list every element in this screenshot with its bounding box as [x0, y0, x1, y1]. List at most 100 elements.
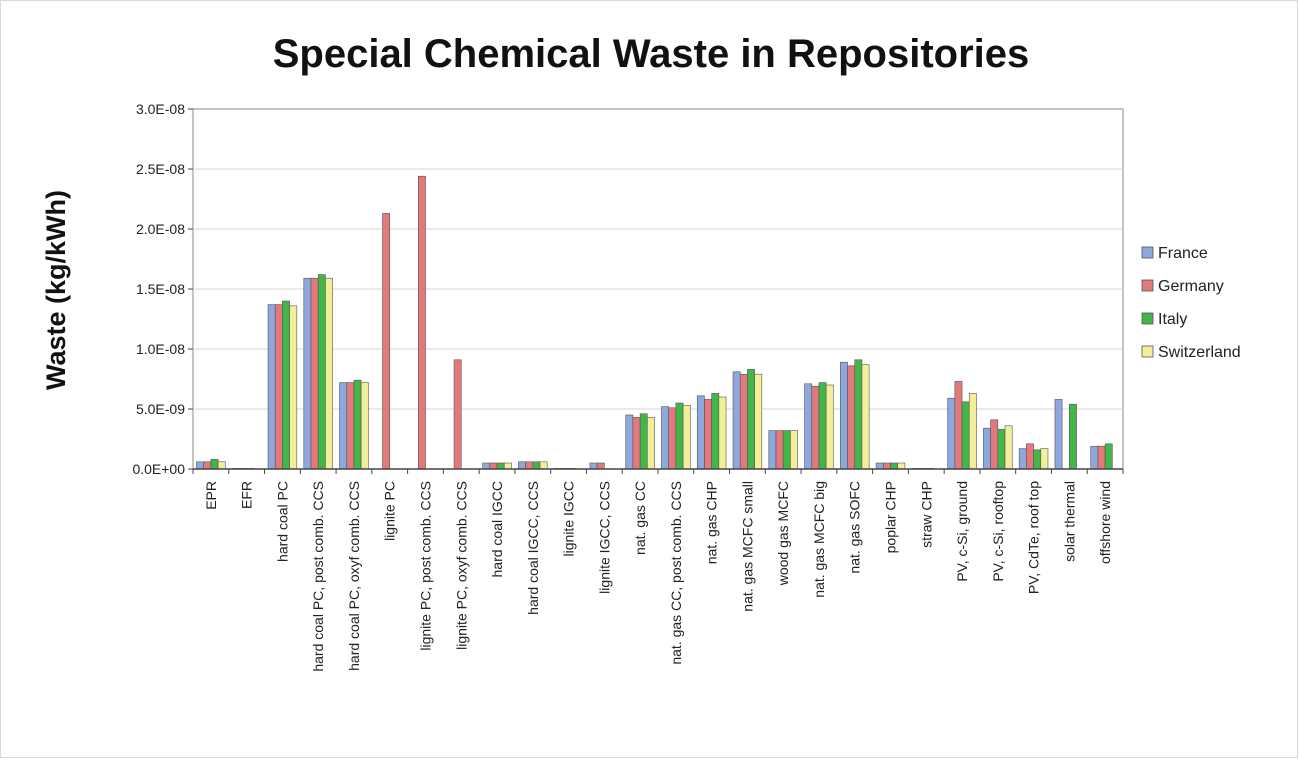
bar-germany [596, 462, 605, 470]
bar-germany [525, 461, 534, 470]
x-tick-label: hard coal PC, post comb. CCS [310, 481, 326, 672]
y-tick-label: 2.0E-08 [136, 221, 185, 237]
bar-germany [1097, 445, 1106, 470]
y-axis-label: Waste (kg/kWh) [41, 190, 71, 390]
bar-italy [639, 413, 648, 470]
bar-italy [711, 393, 720, 470]
legend-label-germany: Germany [1158, 278, 1224, 295]
bar-germany [274, 304, 283, 470]
bar-switzerland [897, 462, 906, 470]
bar-germany [346, 382, 355, 470]
legend-swatch-france [1141, 246, 1154, 259]
bar-switzerland [1040, 448, 1049, 470]
bar-italy [818, 382, 827, 470]
bar-germany [417, 175, 426, 470]
bar-switzerland [825, 384, 834, 470]
bar-germany [811, 385, 820, 470]
x-tick-label: hard coal PC [274, 481, 290, 562]
chart-title: Special Chemical Waste in Repositories [273, 32, 1030, 76]
x-tick-label: nat. gas CHP [704, 481, 720, 564]
x-tick-label: straw CHP [918, 481, 934, 548]
bar-germany [1026, 443, 1034, 470]
bar-germany [882, 462, 891, 470]
x-tick-label: wood gas MCFC [775, 481, 791, 586]
bar-germany [453, 359, 462, 470]
bar-switzerland [360, 382, 369, 470]
bar-france [696, 395, 705, 470]
bar-france [983, 427, 991, 470]
bar-switzerland [718, 396, 727, 470]
bar-germany [704, 399, 712, 470]
x-tick-label: EFR [239, 481, 255, 509]
bar-germany [990, 419, 999, 470]
x-tick-label: nat. gas SOFC [847, 481, 863, 574]
y-tick-label: 1.0E-08 [136, 341, 185, 357]
bar-italy [890, 462, 898, 470]
bar-france [339, 382, 348, 470]
legend-label-switzerland: Switzerland [1158, 344, 1241, 361]
bar-italy [1104, 443, 1113, 470]
bar-italy [282, 300, 290, 470]
bar-switzerland [503, 462, 512, 470]
bar-switzerland [968, 393, 977, 470]
x-tick-label: nat. gas MCFC small [739, 481, 755, 612]
x-tick-label: nat. gas CC, post comb. CCS [668, 481, 684, 665]
bar-france [589, 462, 598, 470]
legend-swatch-germany [1141, 279, 1154, 292]
y-tick-label: 3.0E-08 [136, 101, 185, 117]
bar-italy [210, 459, 219, 470]
bar-switzerland [861, 364, 870, 470]
bar-france [303, 277, 312, 470]
bar-italy [961, 401, 970, 470]
bar-italy [496, 462, 505, 470]
bar-germany [668, 407, 677, 470]
bar-france [267, 304, 276, 470]
x-tick-label: lignite PC, post comb. CCS [418, 481, 434, 651]
bar-germany [382, 213, 391, 470]
bar-italy [675, 402, 684, 470]
x-tick-label: hard coal PC, oxyf comb. CCS [346, 481, 362, 671]
legend-swatch-italy [1141, 312, 1154, 325]
bar-france [947, 397, 956, 470]
bar-france [1090, 445, 1099, 470]
bar-france [840, 361, 848, 470]
legend-label-italy: Italy [1158, 311, 1187, 328]
x-tick-label: lignite IGCC, CCS [596, 481, 612, 594]
legend-swatch-switzerland [1141, 345, 1154, 358]
bar-italy [353, 379, 362, 470]
bar-italy [1069, 403, 1077, 470]
bar-france [768, 430, 777, 470]
x-tick-label: hard coal IGCC, CCS [525, 481, 541, 615]
x-tick-label: poplar CHP [883, 481, 899, 553]
y-axis-ticks: 0.0E+00 5.0E-09 1.0E-08 1.5E-08 2.0E-08 2.5E-… [132, 101, 193, 477]
x-tick-label: solar thermal [1061, 481, 1077, 562]
bar-switzerland [217, 461, 226, 470]
bar-france [875, 462, 884, 470]
x-tick-label: PV, c-Si, ground [954, 481, 970, 582]
bar-italy [532, 461, 541, 470]
legend-label-france: France [1158, 245, 1208, 262]
y-tick-label: 2.5E-08 [136, 161, 185, 177]
bar-germany [489, 462, 498, 470]
bar-france [482, 462, 491, 470]
x-tick-label: PV, c-Si, rooftop [990, 481, 1006, 582]
bar-switzerland [790, 430, 798, 470]
bar-germany [632, 417, 641, 470]
bar-switzerland [289, 305, 298, 470]
bar-germany [203, 461, 212, 470]
y-tick-label: 5.0E-09 [136, 401, 185, 417]
bar-switzerland [1004, 425, 1013, 470]
bar-france [1018, 448, 1027, 470]
x-tick-label: nat. gas MCFC big [811, 481, 827, 598]
bar-germany [847, 365, 856, 470]
bar-italy [854, 359, 863, 470]
bar-france [518, 461, 526, 470]
bar-france [661, 406, 669, 470]
bar-france [196, 461, 204, 470]
legend: France Germany Italy Switzerland [1141, 245, 1241, 361]
x-tick-label: PV, CdTe, roof top [1026, 481, 1042, 594]
bar-germany [954, 381, 963, 470]
bar-france [1054, 399, 1063, 470]
